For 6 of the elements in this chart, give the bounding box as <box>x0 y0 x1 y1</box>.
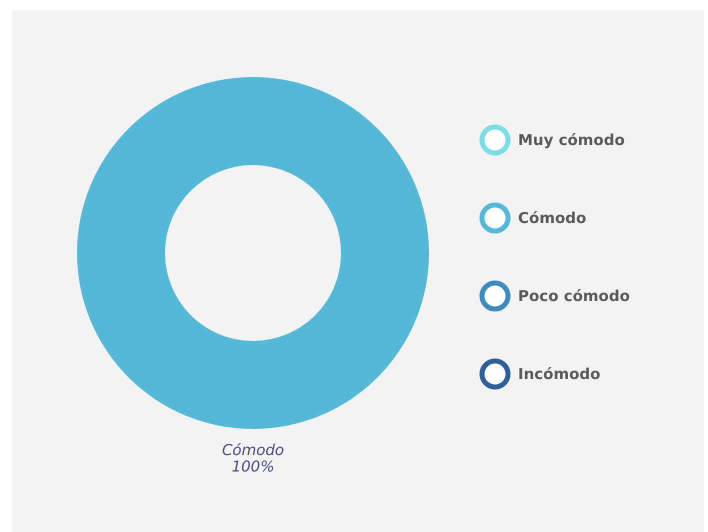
slice-label: Cómodo <box>222 441 284 459</box>
legend-label: Cómodo <box>518 209 586 227</box>
legend-label: Incómodo <box>518 365 600 383</box>
legend-label: Muy cómodo <box>518 131 625 149</box>
legend-label: Poco cómodo <box>518 287 630 305</box>
data-label: 100% <box>232 458 274 476</box>
